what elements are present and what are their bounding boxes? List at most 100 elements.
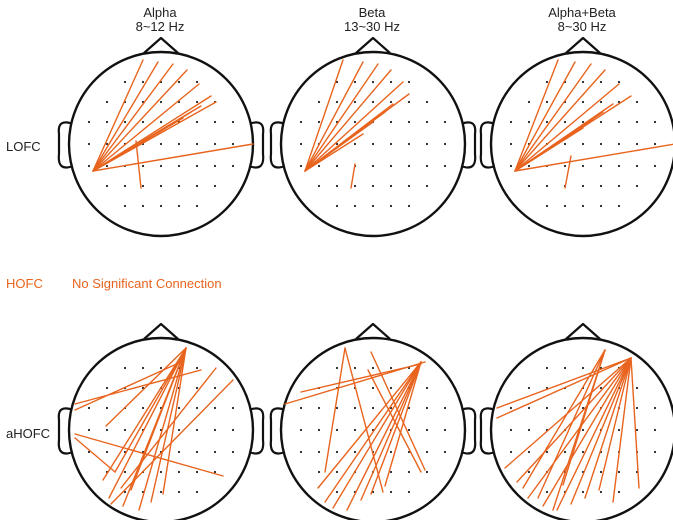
electrode-dot <box>545 450 549 454</box>
electrode-dot <box>563 366 567 370</box>
nose-outline <box>355 322 391 340</box>
connection-line <box>92 143 254 172</box>
connection-line <box>304 59 344 172</box>
electrode-dot <box>389 366 393 370</box>
electrode-dot <box>87 142 91 146</box>
electrode-dot <box>371 100 375 104</box>
electrode-dot <box>141 164 145 168</box>
electrode-dot <box>389 204 393 208</box>
electrode-dot <box>353 100 357 104</box>
electrode-dot <box>545 406 549 410</box>
electrode-dot <box>599 120 603 124</box>
electrode-dot <box>335 470 339 474</box>
electrode-dot <box>177 450 181 454</box>
connection-line <box>114 347 187 473</box>
electrode-dot <box>335 490 339 494</box>
head-map-ahofc-alpha <box>57 322 265 520</box>
electrode-dot <box>581 120 585 124</box>
connection-line <box>522 349 606 489</box>
connection-line <box>92 59 144 172</box>
electrode-dot <box>123 366 127 370</box>
electrode-dot <box>231 164 235 168</box>
connection-line <box>92 83 200 172</box>
electrode-dot <box>105 184 109 188</box>
electrode-dot <box>123 470 127 474</box>
connection-line <box>304 61 364 172</box>
electrode-dot <box>195 184 199 188</box>
electrode-dot <box>425 142 429 146</box>
column-title-beta: Beta 13~30 Hz <box>312 6 432 34</box>
head-map-lofc-beta <box>269 36 477 238</box>
electrode-dot <box>105 164 109 168</box>
connection-line <box>92 61 159 172</box>
electrode-dot <box>527 386 531 390</box>
electrode-dot <box>299 428 303 432</box>
electrode-dot <box>87 406 91 410</box>
row-label-lofc: LOFC <box>6 139 41 154</box>
electrode-dot <box>599 204 603 208</box>
electrode-dot <box>123 428 127 432</box>
electrode-dot <box>353 406 357 410</box>
electrode-dot <box>159 100 163 104</box>
connection-line <box>370 361 422 495</box>
connection-line <box>74 361 182 411</box>
electrode-dot <box>159 120 163 124</box>
connection-line <box>324 361 422 503</box>
electrode-dot <box>599 164 603 168</box>
electrode-dot <box>563 204 567 208</box>
electrode-dot <box>425 100 429 104</box>
connection-line <box>612 357 632 503</box>
electrode-dot <box>425 450 429 454</box>
electrode-dot <box>105 406 109 410</box>
electrode-dot <box>159 366 163 370</box>
electrode-dot <box>177 470 181 474</box>
head-outline <box>489 336 673 520</box>
electrode-dot <box>159 204 163 208</box>
electrode-dot <box>87 450 91 454</box>
connection-line <box>514 83 620 172</box>
nose-outline <box>355 36 391 54</box>
electrode-dot <box>527 184 531 188</box>
electrode-dot <box>389 120 393 124</box>
connection-line <box>564 155 572 189</box>
electrode-dot <box>653 406 657 410</box>
electrode-dot <box>213 164 217 168</box>
electrode-dot <box>353 184 357 188</box>
electrode-dot <box>581 100 585 104</box>
electrode-dot <box>317 120 321 124</box>
electrode-dot <box>353 428 357 432</box>
column-band: 8~30 Hz <box>557 19 607 34</box>
electrode-dot <box>335 184 339 188</box>
electrode-dot <box>371 164 375 168</box>
electrode-dot <box>105 100 109 104</box>
connection-line <box>537 349 606 499</box>
column-band: 8~12 Hz <box>135 19 185 34</box>
electrode-dot <box>123 490 127 494</box>
hofc-note: No Significant Connection <box>72 276 222 291</box>
electrode-dot <box>213 386 217 390</box>
electrode-dot <box>213 450 217 454</box>
electrode-dot <box>195 406 199 410</box>
electrode-dot <box>599 386 603 390</box>
electrode-dot <box>195 450 199 454</box>
column-title-alpha: Alpha 8~12 Hz <box>100 6 220 34</box>
connection-line <box>92 63 174 172</box>
electrode-dot <box>159 142 163 146</box>
electrode-dot <box>177 406 181 410</box>
electrode-dot <box>617 120 621 124</box>
column-name: Beta <box>358 5 386 20</box>
electrode-dot <box>545 120 549 124</box>
electrode-dot <box>509 450 513 454</box>
electrode-dot <box>105 142 109 146</box>
electrode-dot <box>141 80 145 84</box>
electrode-dot <box>335 80 339 84</box>
connection-line <box>150 347 187 503</box>
connection-line <box>135 140 142 189</box>
electrode-dot <box>617 80 621 84</box>
nose-outline <box>143 322 179 340</box>
electrode-dot <box>353 120 357 124</box>
electrode-dot <box>617 490 621 494</box>
electrode-dot <box>353 80 357 84</box>
electrode-dot <box>407 184 411 188</box>
